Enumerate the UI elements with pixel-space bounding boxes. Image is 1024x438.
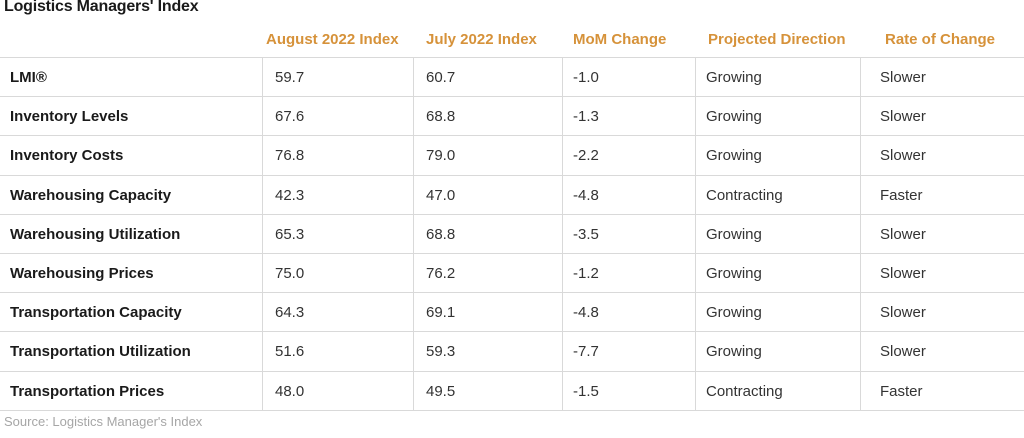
table-cell: Contracting <box>706 186 783 204</box>
table-cell: -1.2 <box>573 265 599 282</box>
table-cell: Slower <box>880 304 926 322</box>
table-cell: 68.8 <box>426 108 456 126</box>
table-cell: Growing <box>706 304 762 322</box>
table-cell: -1.5 <box>573 382 599 400</box>
row-label: Inventory Costs <box>10 147 124 165</box>
table-cell: Slower <box>880 265 926 282</box>
table-cell: 64.3 <box>275 304 305 322</box>
column-divider <box>860 57 861 410</box>
table-cell: -7.7 <box>573 343 599 361</box>
table-cell: -4.8 <box>573 304 599 322</box>
table-cell: Slower <box>880 69 926 86</box>
row-divider <box>0 292 1024 294</box>
row-label: Warehousing Capacity <box>10 186 172 204</box>
table-cell: Slower <box>880 108 926 126</box>
table-cell: 79.0 <box>426 147 456 165</box>
row-divider <box>0 135 1024 137</box>
table-cell: 59.7 <box>275 69 305 86</box>
column-header-august: August 2022 Index <box>266 31 399 48</box>
header-divider <box>0 57 1024 58</box>
table-cell: 69.1 <box>426 304 456 322</box>
row-label: Transportation Utilization <box>10 343 191 361</box>
table-cell: 42.3 <box>275 186 305 204</box>
row-label: LMI® <box>10 69 47 86</box>
column-divider <box>562 57 563 410</box>
table-cell: 60.7 <box>426 69 456 86</box>
table-cell: Slower <box>880 343 926 361</box>
column-divider <box>413 57 414 410</box>
table-cell: Growing <box>706 147 762 165</box>
row-divider <box>0 331 1024 333</box>
table-cell: -4.8 <box>573 186 599 204</box>
table-cell: 68.8 <box>426 225 456 243</box>
column-header-mom: MoM Change <box>573 31 667 48</box>
table-cell: -1.0 <box>573 69 599 86</box>
table-cell: Contracting <box>706 382 783 400</box>
row-divider <box>0 409 1024 411</box>
table-cell: 51.6 <box>275 343 305 361</box>
table-cell: Growing <box>706 265 762 282</box>
row-label: Transportation Capacity <box>10 304 182 322</box>
table-cell: Growing <box>706 225 762 243</box>
table-row: Transportation Utilization 51.6 59.3 -7.7 Gr… <box>0 332 1024 371</box>
table-cell: -3.5 <box>573 225 599 243</box>
table-cell: 65.3 <box>275 225 305 243</box>
table-row: Warehousing Prices 75.0 76.2 -1.2 Growing Slo… <box>0 254 1024 293</box>
table-cell: -1.3 <box>573 108 599 126</box>
column-header-rate: Rate of Change <box>885 31 996 48</box>
row-label: Transportation Prices <box>10 382 165 400</box>
table-row: LMI® 59.7 60.7 -1.0 Growing Slower <box>0 58 1024 97</box>
table-cell: 49.5 <box>426 382 456 400</box>
row-divider <box>0 370 1024 372</box>
row-label: Warehousing Prices <box>10 265 154 282</box>
table-cell: Slower <box>880 147 926 165</box>
row-divider <box>0 174 1024 176</box>
column-header-direction: Projected Direction <box>708 31 846 48</box>
table-row: Warehousing Utilization 65.3 68.8 -3.5 Growi… <box>0 215 1024 254</box>
table-cell: Growing <box>706 108 762 126</box>
table-cell: Growing <box>706 69 762 86</box>
table-row: Transportation Prices 48.0 49.5 -1.5 Contrac… <box>0 372 1024 411</box>
row-divider <box>0 213 1024 215</box>
column-divider <box>695 57 696 410</box>
column-divider <box>262 57 263 410</box>
table-row: Warehousing Capacity 42.3 47.0 -4.8 Contract… <box>0 176 1024 215</box>
table-cell: Faster <box>880 186 923 204</box>
table-cell: 76.2 <box>426 265 456 282</box>
table-cell: -2.2 <box>573 147 599 165</box>
table-cell: 75.0 <box>275 265 305 282</box>
table-cell: 47.0 <box>426 186 456 204</box>
table-row: Inventory Levels 67.6 68.8 -1.3 Growing Slowe… <box>0 97 1024 136</box>
table-cell: 59.3 <box>426 343 456 361</box>
table-row: Transportation Capacity 64.3 69.1 -4.8 Growi… <box>0 293 1024 332</box>
row-label: Warehousing Utilization <box>10 225 181 243</box>
table-cell: 76.8 <box>275 147 305 165</box>
table-cell: Faster <box>880 382 923 400</box>
row-divider <box>0 253 1024 254</box>
table-cell: 48.0 <box>275 382 305 400</box>
table-cell: Growing <box>706 343 762 361</box>
table-cell: 67.6 <box>275 108 305 126</box>
column-header-july: July 2022 Index <box>426 31 537 48</box>
table-row: Inventory Costs 76.8 79.0 -2.2 Growing Slower <box>0 136 1024 175</box>
table-title: Logistics Managers' Index <box>4 0 199 15</box>
row-divider <box>0 96 1024 98</box>
row-label: Inventory Levels <box>10 108 129 126</box>
table-cell: Slower <box>880 225 926 243</box>
source-note: Source: Logistics Manager's Index <box>4 414 203 429</box>
